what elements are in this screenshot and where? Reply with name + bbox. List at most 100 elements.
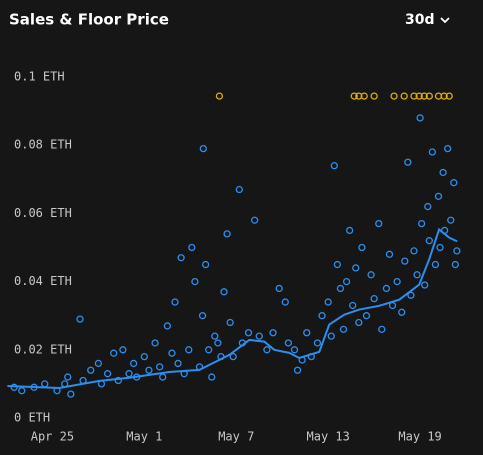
- sale-point: [94, 359, 103, 368]
- y-tick-label: 0.02 ETH: [14, 342, 72, 356]
- sale-point: [393, 277, 401, 286]
- sale-point: [425, 92, 433, 100]
- sale-point: [229, 352, 237, 361]
- sale-point: [439, 168, 447, 177]
- x-tick-label: May 13: [307, 430, 350, 444]
- sale-point: [235, 185, 243, 194]
- sale-point: [129, 359, 138, 368]
- y-tick-label: 0.08 ETH: [14, 138, 72, 152]
- sale-point: [453, 247, 461, 255]
- sale-point: [400, 92, 408, 100]
- sale-point: [220, 288, 228, 296]
- sale-point: [417, 219, 426, 228]
- sale-point: [140, 352, 148, 361]
- sale-point: [339, 325, 348, 333]
- sale-point: [191, 277, 199, 286]
- sale-point: [208, 373, 216, 381]
- sale-point: [205, 346, 213, 354]
- sale-point: [362, 312, 371, 320]
- chart-title: Sales & Floor Price: [9, 11, 169, 29]
- sale-point: [378, 325, 386, 333]
- sale-point: [168, 349, 176, 357]
- sale-point: [284, 339, 293, 347]
- sale-point: [198, 312, 207, 320]
- sale-point: [413, 271, 421, 279]
- sale-point: [355, 318, 363, 327]
- sale-point: [404, 158, 412, 166]
- sale-point: [255, 332, 263, 340]
- sale-point: [398, 308, 406, 316]
- sale-point: [342, 277, 351, 286]
- y-tick-label: 0.04 ETH: [14, 274, 72, 288]
- sale-point: [97, 380, 106, 388]
- sale-point: [388, 301, 397, 310]
- sale-point: [238, 339, 247, 347]
- sale-point: [156, 363, 164, 371]
- sale-point: [250, 216, 259, 224]
- sale-point: [185, 346, 193, 354]
- sale-point: [401, 257, 409, 265]
- sale-point: [275, 284, 283, 293]
- sale-point: [41, 380, 49, 388]
- sale-point: [410, 247, 418, 255]
- sale-point: [382, 284, 391, 293]
- sale-point: [114, 376, 122, 385]
- sale-point: [214, 339, 222, 347]
- sale-point: [375, 219, 383, 228]
- sale-point: [290, 346, 299, 354]
- sale-point: [324, 298, 332, 306]
- sale-point: [360, 92, 368, 100]
- sale-point: [345, 226, 354, 235]
- sale-point: [349, 301, 357, 310]
- sale-point: [53, 387, 61, 395]
- sale-point: [451, 260, 459, 269]
- sale-point: [18, 387, 26, 395]
- sale-point: [145, 366, 153, 374]
- y-tick-label: 0 ETH: [14, 411, 50, 425]
- sale-point: [226, 318, 234, 327]
- sale-point: [420, 92, 428, 100]
- sale-point: [370, 92, 378, 100]
- sale-point: [151, 339, 159, 347]
- sale-point: [336, 284, 345, 293]
- sale-point: [367, 271, 375, 279]
- sale-point: [407, 291, 415, 299]
- period-label[interactable]: 30d: [405, 12, 435, 28]
- sale-point: [110, 349, 118, 357]
- sale-point: [171, 298, 179, 306]
- sale-point: [447, 216, 455, 224]
- chevron: [440, 17, 450, 24]
- sale-point: [415, 92, 423, 100]
- sale-point: [195, 363, 204, 371]
- sale-point: [174, 359, 182, 368]
- sale-point: [199, 144, 207, 153]
- sale-point: [215, 92, 224, 100]
- sale-point: [410, 92, 418, 100]
- sale-point: [333, 260, 342, 269]
- sale-point: [436, 243, 444, 252]
- sale-point: [87, 366, 95, 374]
- sale-point: [211, 332, 219, 340]
- x-tick-label: May 7: [218, 430, 254, 444]
- sale-point: [223, 230, 231, 238]
- sale-point: [201, 260, 210, 269]
- sale-point: [298, 356, 306, 364]
- sale-point: [425, 237, 433, 245]
- sale-point: [350, 92, 358, 100]
- period-dropdown[interactable]: 30d: [405, 12, 450, 28]
- sale-point: [61, 380, 69, 388]
- sale-point: [244, 329, 253, 337]
- x-tick-label: May 19: [398, 430, 441, 444]
- x-tick-label: Apr 25: [31, 430, 74, 444]
- sale-point: [450, 179, 458, 187]
- sale-point: [307, 352, 315, 361]
- sale-point: [330, 162, 338, 170]
- sale-point: [428, 148, 437, 156]
- sale-point: [119, 346, 127, 354]
- sale-point: [424, 202, 432, 211]
- y-tick-label: 0.06 ETH: [14, 206, 72, 220]
- sale-point: [263, 346, 271, 354]
- sale-point: [133, 373, 141, 381]
